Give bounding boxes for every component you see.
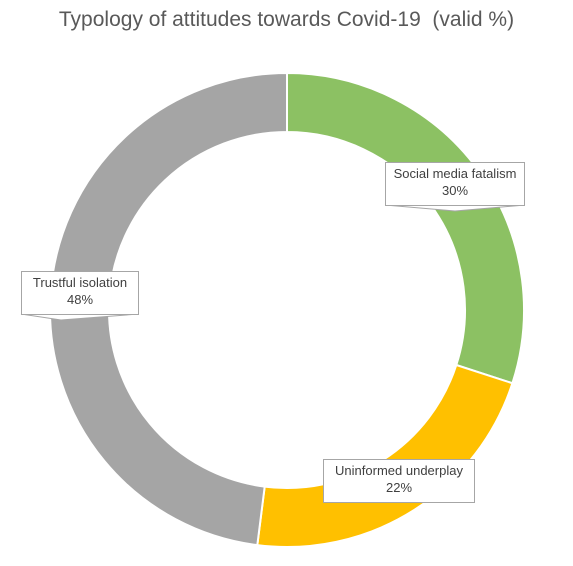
data-label-social-media-fatalism: Social media fatalism 30% — [385, 162, 525, 206]
donut-slice-uninformed-underplay — [256, 363, 514, 548]
data-label-trustful-isolation: Trustful isolation 48% — [21, 271, 139, 315]
data-label-category: Social media fatalism — [393, 166, 517, 181]
chart-title: Typology of attitudes towards Covid-19 (… — [58, 8, 515, 31]
donut-slice-social-media-fatalism — [286, 71, 525, 385]
data-label-value: 22% — [385, 480, 413, 495]
donut-slice-trustful-isolation — [49, 71, 288, 547]
data-label-value: 48% — [66, 292, 94, 307]
data-label-uninformed-underplay: Uninformed underplay 22% — [323, 459, 475, 503]
data-label-category: Uninformed underplay — [335, 463, 463, 478]
data-label-category: Trustful isolation — [32, 275, 128, 290]
data-label-value: 30% — [441, 183, 469, 198]
